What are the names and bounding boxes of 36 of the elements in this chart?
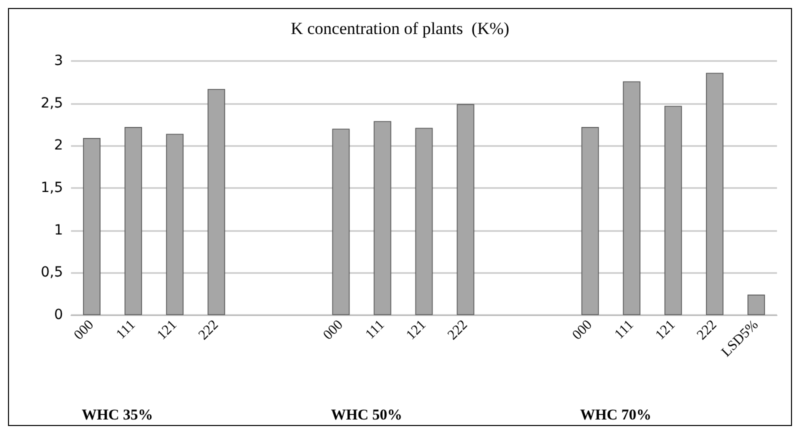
bar [664, 106, 682, 315]
x-tick-label: 111 [363, 318, 388, 342]
y-tick-label: 3 [54, 53, 63, 69]
x-tick-label: 222 [196, 318, 222, 344]
bar [706, 72, 724, 315]
bar [124, 127, 142, 315]
y-tick-label: 2 [54, 138, 63, 154]
x-tick-label: 121 [653, 318, 678, 344]
text: WHC 50% [330, 408, 402, 424]
text: WHC 35% [82, 408, 154, 424]
bar [332, 128, 350, 315]
x-tick-label: 121 [404, 318, 430, 344]
bar [374, 121, 392, 315]
bar [415, 128, 433, 315]
x-tick-label: 111 [612, 318, 637, 342]
bar [622, 81, 640, 315]
x-tick-label: 000 [570, 318, 596, 344]
bar [83, 138, 100, 315]
x-tick-label: 000 [72, 318, 98, 344]
x-tick-label: 222 [445, 318, 471, 344]
x-tick-label: 222 [694, 318, 720, 344]
y-tick-label: 2,5 [40, 95, 63, 112]
text: WHC 70% [580, 408, 652, 424]
bar [581, 127, 599, 315]
y-tick-label: 1,5 [40, 180, 63, 196]
bar [748, 294, 765, 315]
y-tick-label: 0,5 [40, 264, 63, 281]
bar [166, 134, 184, 315]
x-tick-label: 000 [320, 318, 346, 344]
chart-title: K concentration of plants (K%) [290, 19, 510, 38]
x-tick-label: 111 [114, 318, 139, 342]
y-tick-label: 0 [54, 307, 63, 323]
x-tick-label: 121 [154, 318, 180, 344]
bar [456, 104, 474, 315]
y-tick-label: 1 [54, 222, 63, 238]
bar [208, 88, 226, 315]
